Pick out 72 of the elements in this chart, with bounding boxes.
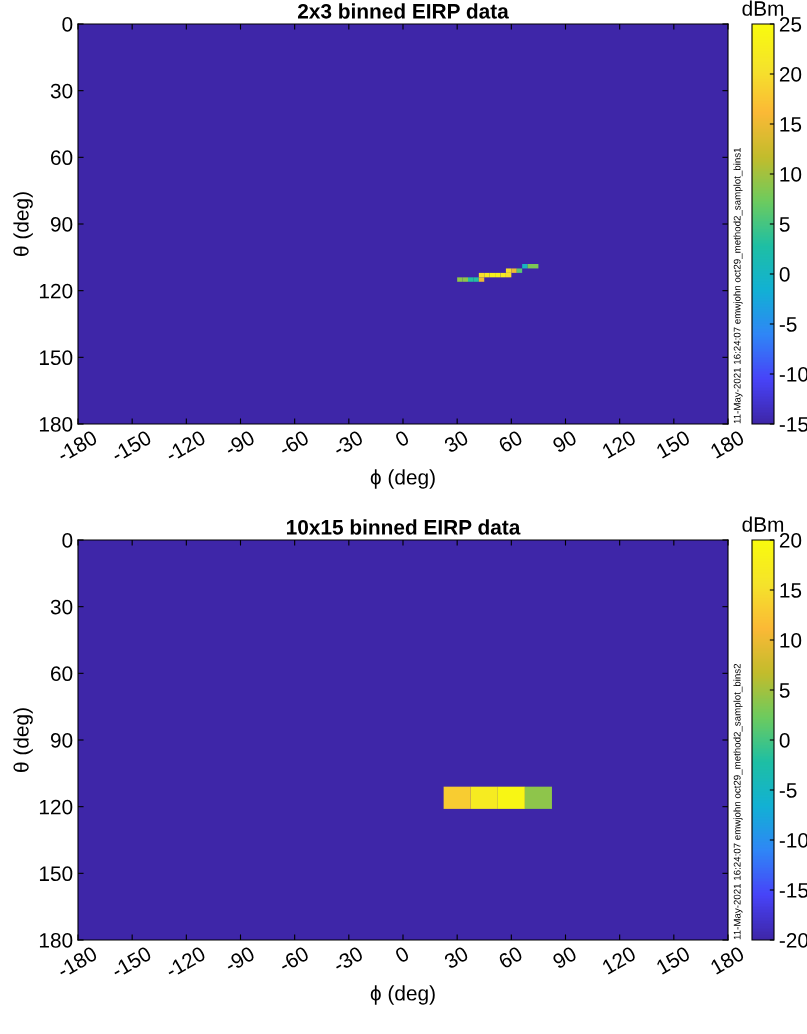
- x-tick-label: -120: [164, 945, 207, 979]
- color-bar-label: 0: [779, 733, 790, 748]
- color-bar-label: 25: [779, 17, 802, 32]
- x-tick-label: -30: [332, 429, 364, 457]
- color-bar-label: 10: [780, 167, 802, 182]
- point: [462, 277, 468, 282]
- y-tick-label: 180: [39, 417, 73, 432]
- x-tick-label: -120: [164, 429, 207, 463]
- color-bar-label: 0: [779, 267, 790, 282]
- y-tick-label: 30: [50, 83, 73, 99]
- x-tick-label: 30: [443, 945, 470, 970]
- x-tick-label: -90: [223, 945, 256, 973]
- x-tick-label: -60: [277, 429, 310, 457]
- text: 11-May-2021 16:24:07 emwjohn oct29_method2_samplot_bins1: [733, 147, 743, 424]
- point: [522, 264, 528, 269]
- x-tick-label: 150: [655, 429, 691, 459]
- y-tick-label: 180: [39, 933, 73, 948]
- x-tick-label: -90: [223, 429, 256, 457]
- y-tick-label: 90: [50, 733, 73, 748]
- x-tick-label: 120: [601, 945, 637, 975]
- point: [478, 277, 485, 282]
- point: [516, 268, 523, 273]
- x-tick-label: 180: [709, 945, 746, 975]
- x-tick-label: -150: [110, 429, 153, 463]
- point: [468, 277, 474, 282]
- x-tick-label: 90: [551, 945, 578, 970]
- x-axis-title: ϕ (deg): [370, 469, 435, 489]
- point: [495, 272, 501, 278]
- y-tick-label: 150: [39, 866, 73, 882]
- chart-title: 10x15 binned EIRP data: [286, 519, 521, 535]
- point: [473, 277, 479, 282]
- y-tick-label: 0: [62, 17, 73, 32]
- x-axis-title: ϕ (deg): [370, 985, 435, 1005]
- y-axis-title: θ (deg): [13, 708, 33, 772]
- x-tick-label: -30: [332, 945, 364, 973]
- y-tick-label: 150: [39, 350, 73, 366]
- x-tick-label: 150: [655, 945, 691, 975]
- x-tick-label: -60: [277, 945, 310, 973]
- y-tick-label: 120: [39, 799, 73, 815]
- color-bar-label: -5: [779, 317, 797, 332]
- color-bar-label: 20: [779, 533, 802, 548]
- y-tick-label: 30: [50, 599, 73, 615]
- color-bar-label: -5: [779, 783, 797, 798]
- color-bar-label: 5: [779, 683, 790, 698]
- color-bar-label: 5: [779, 217, 790, 232]
- x-tick-label: 60: [497, 945, 524, 970]
- x-tick-label: 120: [601, 429, 637, 459]
- chart-title: 2x3 binned EIRP data: [297, 3, 509, 19]
- color-bar-title: dBm: [742, 0, 784, 16]
- x-tick-label: 180: [709, 429, 746, 459]
- color-bar-title: dBm: [742, 516, 784, 532]
- y-tick-label: 60: [51, 666, 73, 682]
- point: [457, 277, 463, 282]
- point: [484, 272, 490, 278]
- color-bar-label: 10: [780, 633, 802, 648]
- x-tick-label: -150: [110, 945, 153, 979]
- y-tick-label: 90: [50, 217, 73, 232]
- x-tick-label: 0: [394, 945, 411, 964]
- color-bar-label: 15: [780, 583, 802, 598]
- x-tick-label: 0: [394, 429, 411, 448]
- y-axis-title: θ (deg): [13, 192, 33, 256]
- x-tick-label: 90: [551, 429, 578, 454]
- point: [511, 268, 517, 273]
- point: [505, 268, 512, 273]
- x-tick-label: 60: [497, 429, 524, 454]
- y-tick-label: 60: [51, 150, 73, 166]
- color-bar-label: 20: [779, 67, 802, 82]
- y-tick-label: 120: [39, 283, 73, 299]
- text: 11-May-2021 16:24:07 emwjohn oct29_method2_samplot_bins2: [733, 663, 743, 940]
- x-tick-label: 30: [443, 429, 470, 454]
- color-bar-label: 15: [780, 117, 802, 132]
- y-tick-label: 0: [62, 533, 73, 548]
